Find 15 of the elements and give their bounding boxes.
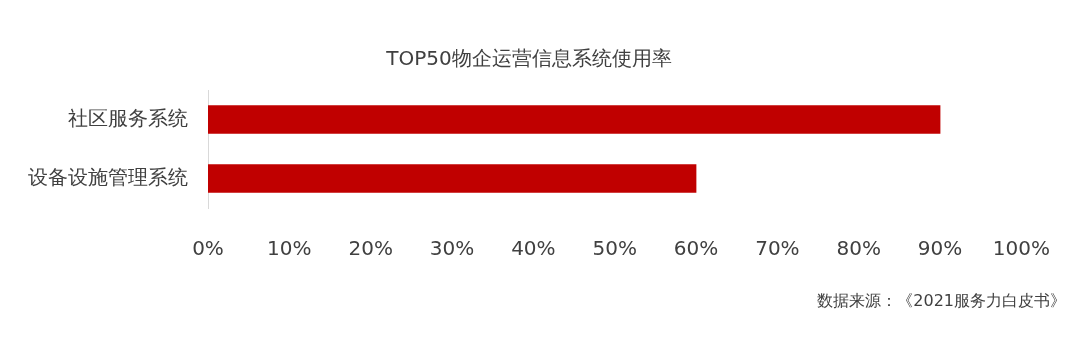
x-tick-label: 100% bbox=[992, 236, 1050, 261]
source-note: 数据来源：《2021服务力白皮书》 bbox=[817, 291, 1066, 310]
x-tick-label: 80% bbox=[836, 236, 881, 261]
x-tick-label: 0% bbox=[192, 236, 224, 261]
x-tick-label: 10% bbox=[267, 236, 312, 261]
x-tick-label: 30% bbox=[429, 236, 475, 261]
x-tick-label: 60% bbox=[673, 236, 719, 261]
x-tick-label: 70% bbox=[755, 236, 800, 261]
x-tick-label: 50% bbox=[592, 236, 637, 261]
x-tick-label: 20% bbox=[348, 236, 393, 261]
chart-title: TOP50物企运营信息系统使用率 bbox=[385, 46, 672, 71]
y-tick-label: 社区服务系统 bbox=[68, 105, 188, 130]
y-tick-label: 设备设施管理系统 bbox=[28, 164, 188, 189]
x-tick-label: 90% bbox=[917, 236, 963, 261]
x-tick-label: 40% bbox=[511, 236, 556, 261]
